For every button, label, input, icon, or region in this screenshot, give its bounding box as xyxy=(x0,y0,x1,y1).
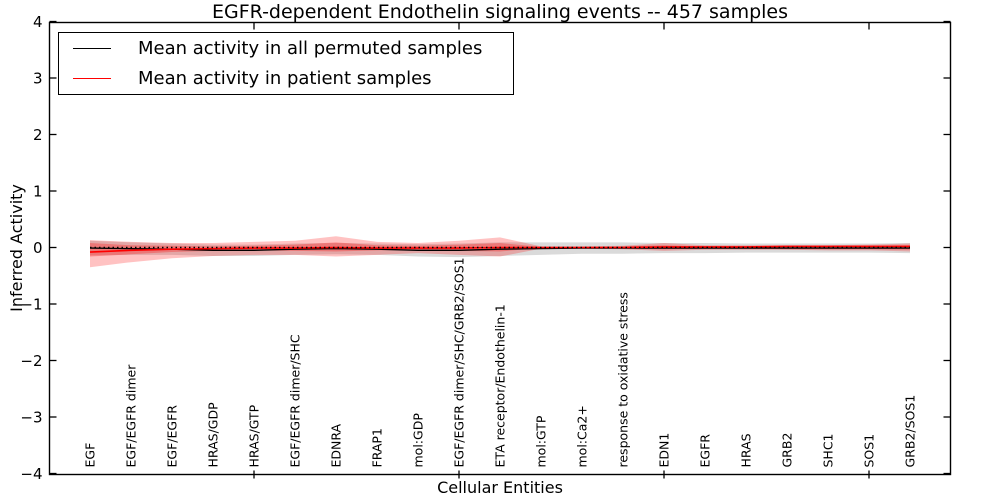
x-tick-label: EGFR xyxy=(697,434,712,468)
x-tick-label: EGF/EGFR xyxy=(164,405,179,468)
x-tick-label: HRAS/GDP xyxy=(205,402,220,468)
legend-label-permuted: Mean activity in all permuted samples xyxy=(138,38,483,60)
patient-line-sample-icon xyxy=(73,77,111,79)
x-tick-label: HRAS xyxy=(738,433,753,467)
x-tick-label: mol:Ca2+ xyxy=(574,405,589,467)
x-tick-label: mol:GTP xyxy=(533,415,548,467)
x-tick-label: response to oxidative stress xyxy=(615,292,630,467)
x-tick-label: EDN1 xyxy=(656,433,671,468)
x-tick-label: GRB2/SOS1 xyxy=(902,395,917,468)
x-tick-label: EGF xyxy=(82,443,97,468)
x-tick-label: GRB2 xyxy=(779,433,794,468)
y-tick-label: −1 xyxy=(20,295,42,313)
y-axis-label: Inferred Activity xyxy=(7,184,26,312)
x-axis-label: Cellular Entities xyxy=(437,478,563,497)
y-tick-label: −3 xyxy=(20,408,42,426)
x-tick-label: SOS1 xyxy=(861,434,876,468)
x-tick-label: HRAS/GTP xyxy=(246,404,261,467)
x-tick-label: EGF/EGFR dimer xyxy=(123,364,138,468)
y-tick-label: 2 xyxy=(33,126,43,144)
x-tick-label: EGF/EGFR dimer/SHC/GRB2/SOS1 xyxy=(451,257,466,467)
legend: Mean activity in all permuted samples Me… xyxy=(58,32,514,95)
y-tick-label: 1 xyxy=(33,182,43,200)
y-tick-label: 0 xyxy=(33,239,43,257)
legend-row-permuted: Mean activity in all permuted samples xyxy=(59,35,513,63)
y-tick-label: −4 xyxy=(20,465,42,483)
x-tick-label: ETA receptor/Endothelin-1 xyxy=(492,304,507,467)
permuted-line-sample-icon xyxy=(73,48,111,50)
x-tick-label: mol:GDP xyxy=(410,413,425,468)
x-tick-label: EGF/EGFR dimer/SHC xyxy=(287,334,302,467)
y-tick-label: −2 xyxy=(20,352,42,370)
x-tick-label: SHC1 xyxy=(820,433,835,467)
plot-frame xyxy=(48,21,952,476)
series-line-permuted xyxy=(89,247,910,251)
legend-label-patient: Mean activity in patient samples xyxy=(138,67,432,89)
y-tick-label: 4 xyxy=(33,13,43,31)
legend-row-patient: Mean activity in patient samples xyxy=(59,64,513,92)
chart-title: EGFR-dependent Endothelin signaling even… xyxy=(211,1,789,23)
band-1-patient-samples-std-outer-band xyxy=(90,236,910,268)
x-tick-label: FRAP1 xyxy=(369,428,384,467)
x-tick-label: EDNRA xyxy=(328,423,343,467)
y-tick-label: 3 xyxy=(33,69,43,87)
